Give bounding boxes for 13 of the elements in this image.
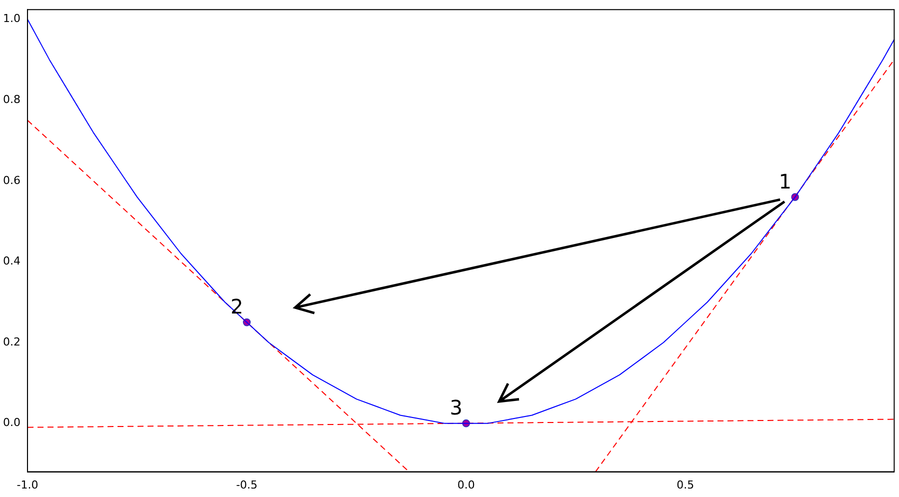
y-tick-label: 0.0: [2, 416, 20, 430]
y-tick-label: 0.2: [2, 335, 20, 348]
x-tick-label: -0.5: [236, 478, 258, 492]
y-tick-label: 0.8: [2, 92, 20, 106]
y-tick-label: 0.4: [2, 254, 20, 268]
annotation: 2: [230, 294, 244, 319]
x-tick-label: 0.5: [676, 478, 694, 492]
y-tick-label: 0.6: [2, 174, 20, 187]
y-tick-label: 1.0: [2, 12, 20, 26]
x-tick-label: -1.0: [16, 478, 38, 492]
x-tick-label: 0.0: [457, 478, 475, 492]
annotation: 1: [778, 169, 792, 194]
annotation: 3: [450, 396, 462, 420]
